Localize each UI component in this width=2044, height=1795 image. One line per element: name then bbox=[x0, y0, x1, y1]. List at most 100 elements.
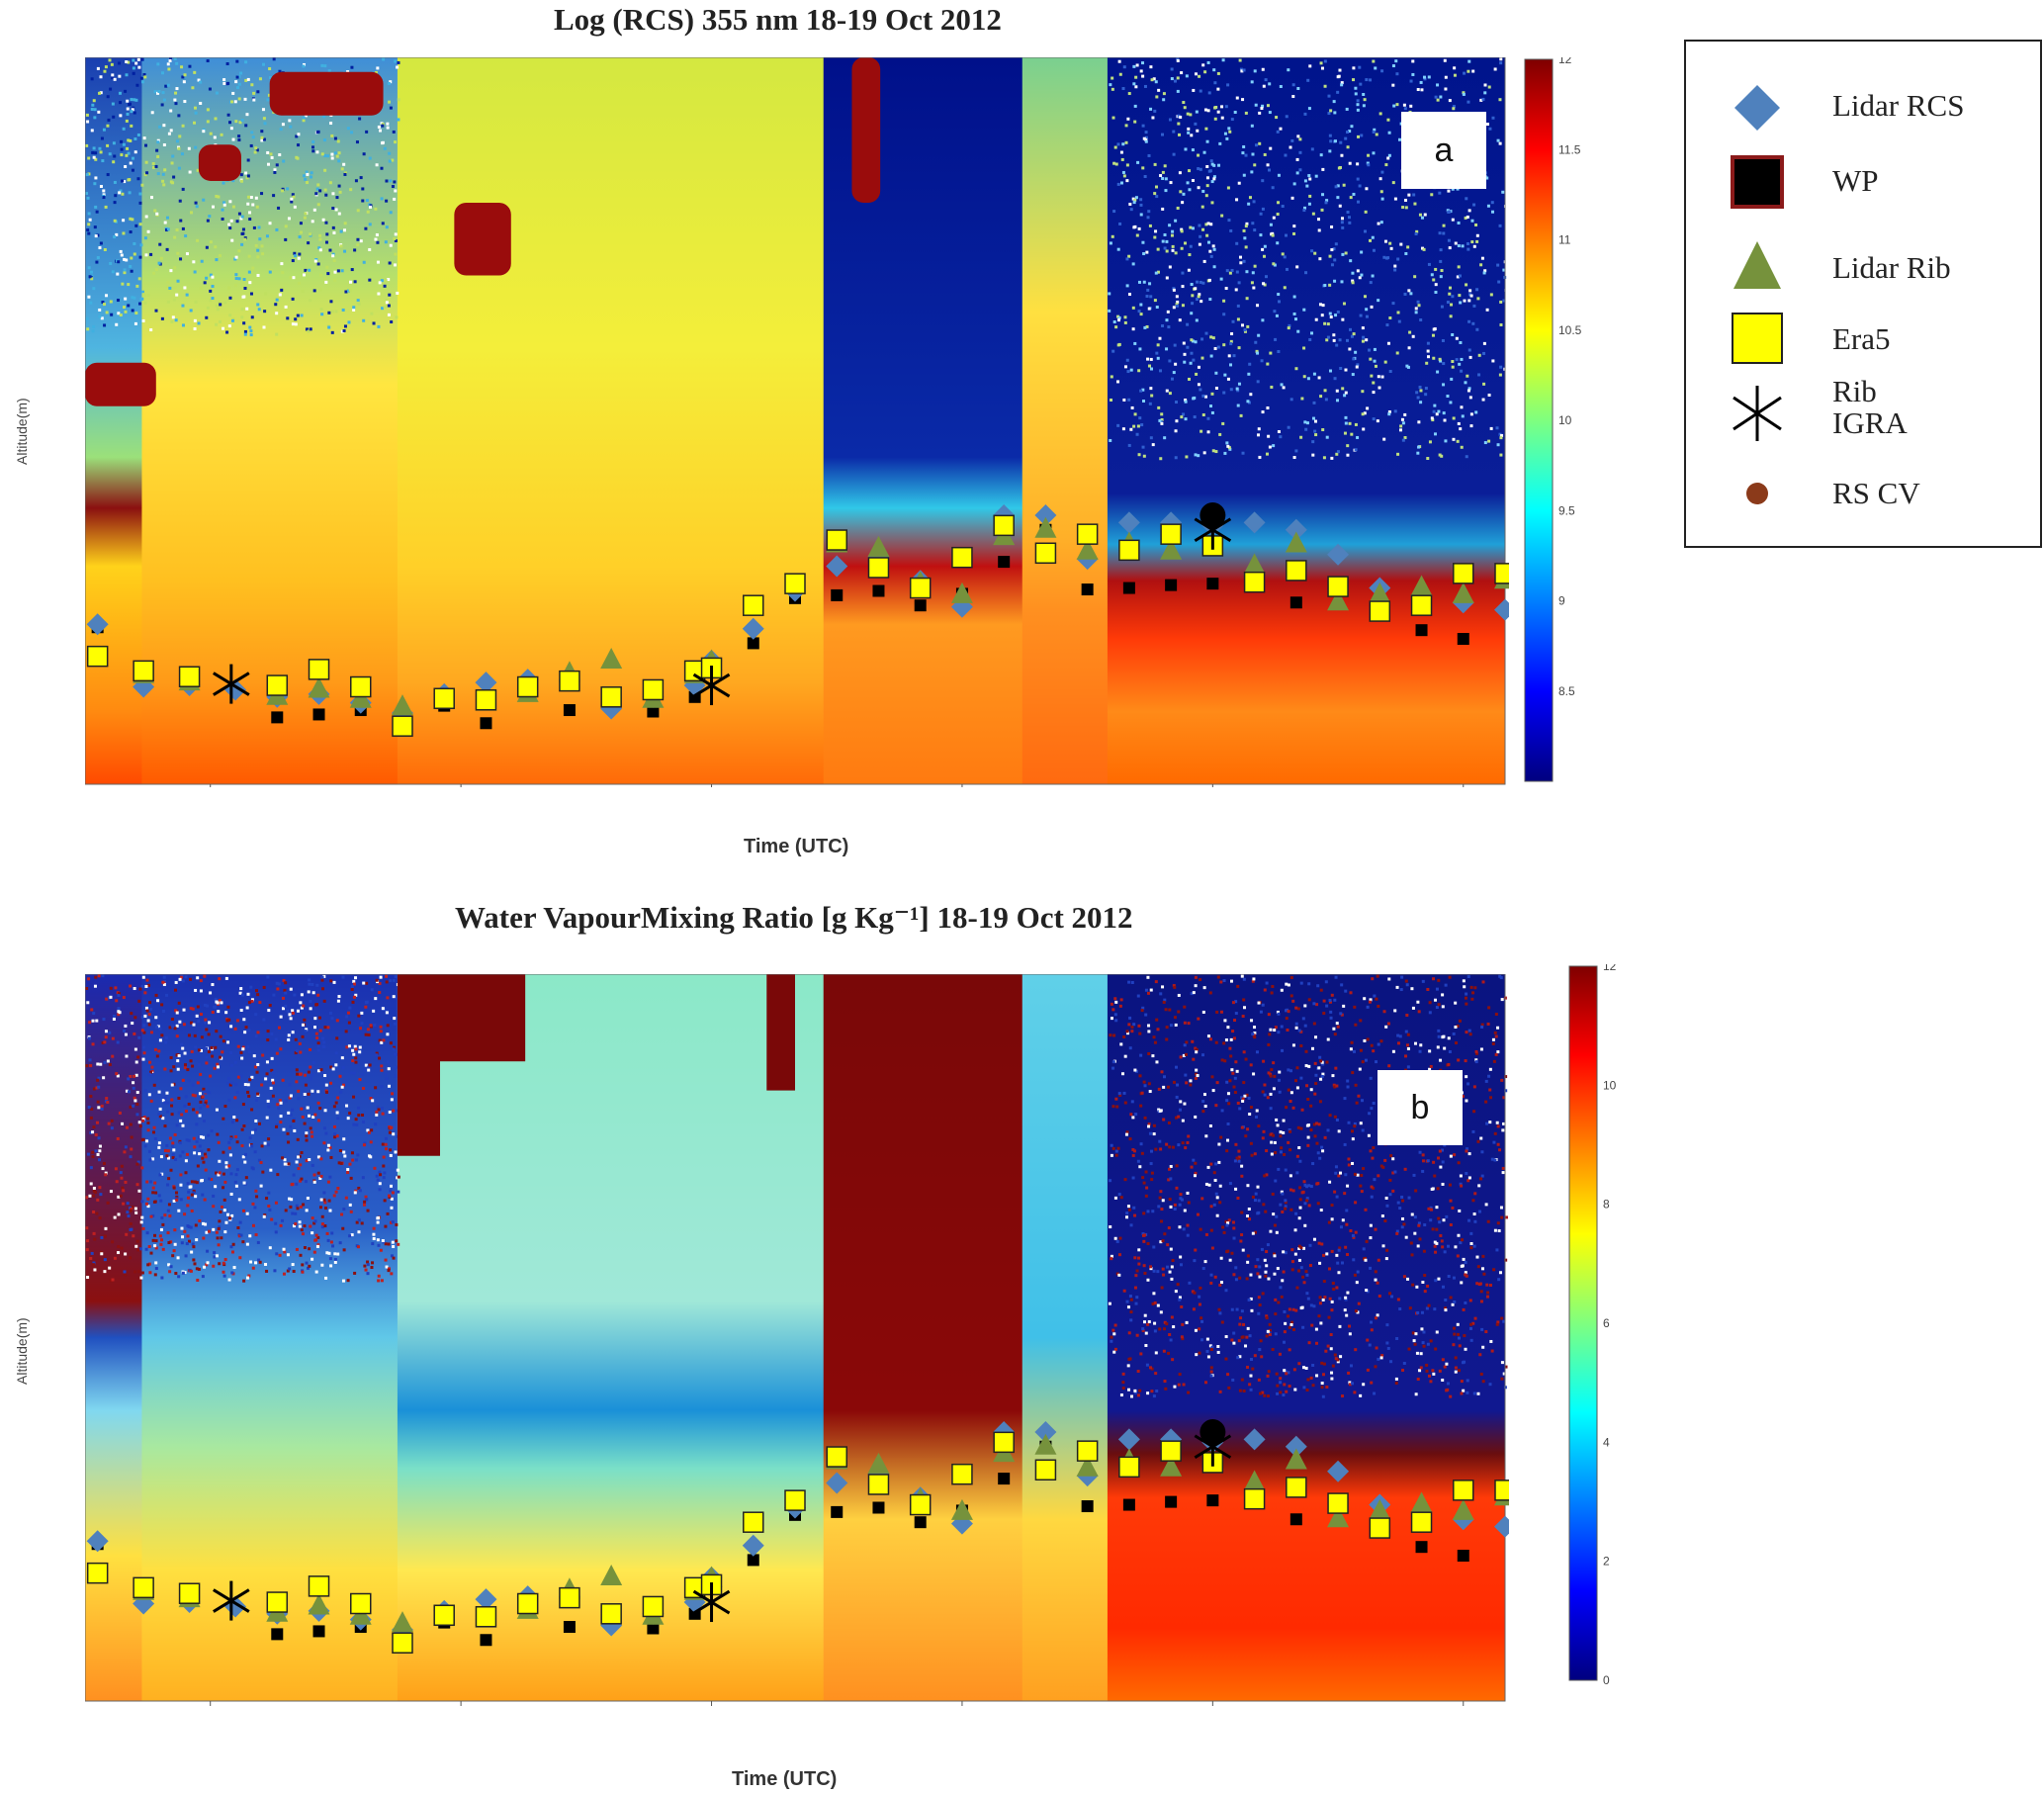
heatmap-speckle bbox=[1189, 1083, 1193, 1087]
heatmap-speckle bbox=[1321, 1149, 1325, 1153]
heatmap-speckle bbox=[1171, 1145, 1175, 1149]
heatmap-speckle bbox=[1195, 1047, 1199, 1051]
heatmap-speckle bbox=[1349, 1047, 1353, 1051]
heatmap-speckle bbox=[1238, 1355, 1242, 1359]
heatmap-speckle bbox=[1134, 75, 1138, 79]
heatmap-speckle bbox=[175, 61, 179, 65]
heatmap-speckle bbox=[1114, 1153, 1118, 1157]
heatmap-speckle bbox=[1132, 64, 1136, 68]
heatmap-speckle bbox=[1206, 60, 1210, 64]
heatmap-speckle bbox=[1372, 1186, 1376, 1190]
heatmap-speckle bbox=[380, 1040, 384, 1044]
heatmap-speckle bbox=[1309, 1303, 1313, 1307]
heatmap-speckle bbox=[215, 1030, 219, 1033]
heatmap-speckle bbox=[361, 187, 365, 191]
heatmap-speckle bbox=[1187, 1391, 1191, 1394]
heatmap-speckle bbox=[1144, 988, 1148, 992]
heatmap-speckle bbox=[1459, 427, 1463, 431]
heatmap-speckle bbox=[181, 1123, 185, 1127]
heatmap-speckle bbox=[1427, 262, 1431, 266]
heatmap-speckle bbox=[1477, 353, 1481, 357]
heatmap-speckle bbox=[90, 270, 94, 274]
heatmap-speckle bbox=[237, 277, 241, 281]
heatmap-speckle bbox=[164, 1096, 168, 1100]
heatmap-speckle bbox=[206, 120, 210, 124]
heatmap-speckle bbox=[179, 219, 183, 223]
heatmap-speckle bbox=[1199, 1286, 1202, 1290]
heatmap-speckle bbox=[1272, 1212, 1276, 1216]
heatmap-speckle bbox=[1169, 1205, 1173, 1209]
heatmap-speckle bbox=[203, 1090, 207, 1094]
heatmap-speckle bbox=[1127, 1388, 1131, 1391]
heatmap-speckle bbox=[1328, 149, 1332, 153]
heatmap-speckle bbox=[1174, 219, 1178, 223]
heatmap-speckle bbox=[1430, 193, 1434, 197]
heatmap-speckle bbox=[1206, 1355, 1210, 1359]
heatmap-speckle bbox=[1160, 1219, 1164, 1223]
heatmap-speckle bbox=[1121, 427, 1125, 431]
heatmap-speckle bbox=[90, 277, 94, 281]
heatmap-speckle bbox=[1218, 1390, 1222, 1393]
heatmap-speckle bbox=[1466, 241, 1469, 245]
heatmap-speckle bbox=[1242, 977, 1246, 981]
heatmap-speckle bbox=[1199, 1227, 1202, 1231]
heatmap-speckle bbox=[230, 1250, 234, 1254]
heatmap-speckle bbox=[142, 1051, 146, 1055]
heatmap-speckle bbox=[1322, 999, 1326, 1003]
heatmap-speckle bbox=[1172, 306, 1176, 310]
heatmap-speckle bbox=[1272, 216, 1276, 220]
heatmap-speckle bbox=[1238, 255, 1242, 259]
heatmap-speckle bbox=[325, 1251, 329, 1255]
heatmap-speckle bbox=[322, 999, 326, 1003]
heatmap-speckle bbox=[150, 196, 154, 200]
heatmap-speckle bbox=[195, 1122, 199, 1126]
heatmap-speckle bbox=[1139, 1104, 1143, 1108]
heatmap-speckle bbox=[1212, 68, 1216, 72]
heatmap-speckle bbox=[1268, 445, 1272, 449]
heatmap-speckle bbox=[1424, 393, 1428, 397]
heatmap-speckle bbox=[272, 57, 276, 61]
data-point bbox=[475, 672, 497, 694]
heatmap-speckle bbox=[1166, 1085, 1170, 1089]
heatmap-speckle bbox=[1333, 258, 1337, 262]
heatmap-speckle bbox=[151, 1213, 155, 1217]
heatmap-speckle bbox=[1225, 1223, 1229, 1227]
heatmap-speckle bbox=[1298, 150, 1302, 154]
heatmap-speckle bbox=[259, 1184, 263, 1188]
heatmap-speckle bbox=[169, 109, 173, 113]
heatmap-speckle bbox=[1345, 1313, 1349, 1317]
heatmap-speckle bbox=[1417, 1221, 1421, 1225]
heatmap-speckle bbox=[304, 1030, 308, 1033]
heatmap-speckle bbox=[341, 1066, 345, 1070]
heatmap-speckle bbox=[203, 281, 207, 285]
heatmap-speckle bbox=[1137, 369, 1141, 373]
heatmap-speckle bbox=[1344, 1173, 1348, 1177]
heatmap-speckle bbox=[1133, 1391, 1137, 1394]
heatmap-speckle bbox=[1426, 457, 1430, 461]
heatmap-speckle bbox=[258, 237, 262, 241]
heatmap-speckle bbox=[92, 287, 96, 291]
heatmap-speckle bbox=[320, 1036, 324, 1040]
heatmap-speckle bbox=[194, 1045, 198, 1049]
heatmap-speckle bbox=[181, 1078, 185, 1082]
heatmap-speckle bbox=[396, 1176, 400, 1180]
heatmap-speckle bbox=[266, 1099, 270, 1103]
heatmap-speckle bbox=[379, 129, 383, 133]
heatmap-speckle bbox=[1496, 263, 1500, 267]
heatmap-speckle bbox=[99, 150, 103, 154]
heatmap-speckle bbox=[157, 1112, 161, 1116]
heatmap-speckle bbox=[130, 1012, 133, 1016]
heatmap-speckle bbox=[1115, 1239, 1119, 1243]
heatmap-speckle bbox=[1119, 998, 1123, 1002]
heatmap-speckle bbox=[222, 326, 225, 330]
heatmap-speckle bbox=[119, 314, 123, 317]
heatmap-speckle bbox=[329, 1081, 333, 1085]
heatmap-speckle bbox=[1344, 368, 1348, 372]
heatmap-speckle bbox=[135, 1103, 139, 1107]
heatmap-speckle bbox=[1441, 1378, 1445, 1382]
heatmap-speckle bbox=[103, 1258, 107, 1262]
heatmap-speckle bbox=[246, 174, 250, 178]
heatmap-speckle bbox=[1368, 348, 1372, 352]
heatmap-speckle bbox=[1149, 1162, 1153, 1166]
heatmap-speckle bbox=[1340, 153, 1344, 157]
